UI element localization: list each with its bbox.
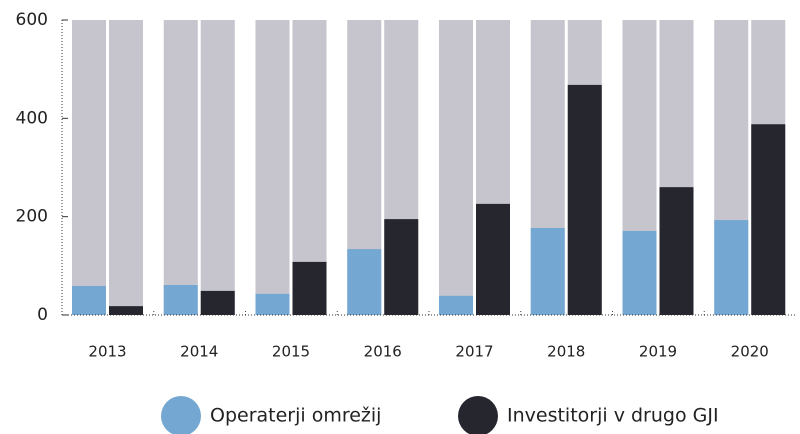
legend-label: Operaterji omrežij	[210, 405, 381, 427]
bar-track	[72, 20, 106, 315]
bar	[476, 203, 510, 315]
x-tick-label: 2015	[272, 343, 310, 361]
bar	[163, 285, 198, 315]
bar-track	[200, 20, 235, 315]
bar	[384, 219, 419, 315]
legend-swatch	[161, 396, 201, 434]
x-tick-label: 2020	[731, 343, 769, 361]
bar	[714, 220, 749, 315]
bar	[622, 230, 657, 315]
bar-track	[163, 20, 198, 315]
bar	[255, 293, 290, 315]
x-tick-label: 2017	[455, 343, 493, 361]
bar	[751, 124, 786, 315]
bar-track	[255, 20, 290, 315]
bar	[200, 290, 235, 315]
bar-track	[109, 20, 143, 315]
bar	[530, 227, 565, 315]
y-tick-label: 200	[16, 207, 48, 227]
legend-swatch	[458, 396, 498, 434]
bar	[659, 187, 694, 315]
bar-track	[439, 20, 473, 315]
x-tick-label: 2019	[639, 343, 677, 361]
legend-label: Investitorji v drugo GJI	[507, 405, 719, 427]
bar	[567, 84, 602, 316]
bar	[439, 295, 473, 315]
bar	[72, 285, 106, 315]
bar	[347, 249, 382, 315]
bar	[109, 306, 143, 315]
x-tick-label: 2016	[364, 343, 402, 361]
x-tick-label: 2013	[88, 343, 126, 361]
x-tick-label: 2014	[180, 343, 218, 361]
x-tick-label: 2018	[547, 343, 585, 361]
y-tick-label: 0	[37, 305, 48, 325]
y-tick-label: 400	[16, 108, 48, 128]
y-tick-label: 600	[16, 10, 48, 30]
bar	[292, 261, 327, 315]
